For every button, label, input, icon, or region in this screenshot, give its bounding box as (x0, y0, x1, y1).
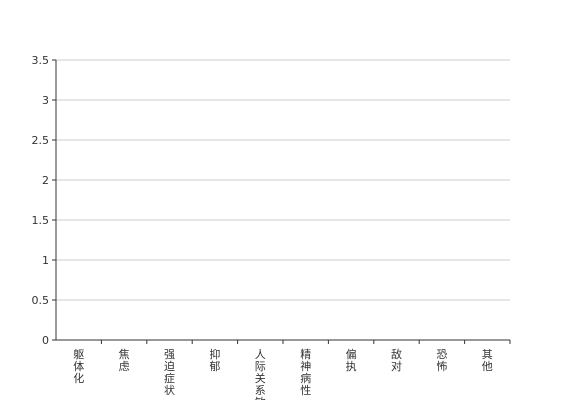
x-tick-label: 恐怖 (436, 348, 447, 373)
y-tick-label: 2.5 (32, 134, 50, 147)
grid-lines (56, 59, 510, 301)
x-tick-label-char: 系 (255, 384, 266, 397)
y-axis-ticks: 0 0.5 1 1.5 2 2.5 3 3.5 (32, 54, 56, 347)
x-tick-label: 偏执 (346, 347, 357, 373)
x-axis-ticks: 躯体化 焦虑 强迫症状 抑郁 人际关系敏感 精神病性 偏执 敌对 恐怖 其他 (73, 340, 511, 404)
y-tick-label: 2 (42, 174, 49, 187)
x-tick-label-char: 病 (300, 371, 311, 385)
x-tick-label-char: 其 (482, 348, 493, 361)
y-tick-label: 1.5 (32, 214, 50, 227)
x-tick-label-char: 躯 (73, 348, 84, 361)
x-tick-label: 精神病性 (300, 348, 311, 397)
x-tick-label-char: 关 (255, 371, 266, 385)
x-tick-label-char: 神 (300, 359, 311, 373)
x-tick-label-char: 偏 (346, 347, 357, 361)
x-tick-label-char: 他 (482, 360, 493, 373)
y-tick-label: 3 (42, 94, 49, 107)
y-tick-label: 3.5 (32, 54, 50, 67)
x-tick-label-char: 对 (391, 359, 402, 373)
y-tick-label: 0 (42, 334, 49, 347)
x-tick-label-char: 恐 (436, 348, 447, 361)
x-tick-label-char: 人 (255, 348, 266, 361)
x-tick-label: 其他 (482, 348, 493, 373)
x-tick-label-char: 敏 (255, 395, 266, 400)
x-tick-label-char: 症 (164, 371, 175, 385)
x-tick-label: 躯体化 (73, 348, 84, 385)
x-tick-label-char: 敌 (391, 347, 402, 361)
x-tick-label: 强迫症状 (164, 348, 175, 397)
x-tick-label: 敌对 (391, 347, 402, 373)
x-tick-label: 抑郁 (209, 347, 220, 373)
y-tick-label: 1 (42, 254, 49, 267)
x-tick-label-char: 郁 (209, 359, 220, 373)
x-tick-label: 焦虑 (119, 348, 130, 373)
axes (55, 60, 510, 341)
x-tick-label-char: 执 (346, 359, 357, 373)
x-tick-label-char: 迫 (164, 359, 175, 373)
x-tick-label-char: 怖 (436, 359, 447, 373)
x-tick-label-char: 际 (255, 360, 266, 373)
x-tick-label-char: 强 (164, 348, 175, 361)
x-tick-label-char: 性 (300, 383, 311, 397)
y-tick-label: 0.5 (32, 294, 50, 307)
x-tick-label: 人际关系敏感 (255, 348, 266, 400)
x-tick-label-char: 精 (300, 348, 311, 361)
x-tick-label-char: 焦 (119, 348, 130, 361)
x-tick-label-char: 体 (73, 359, 84, 373)
x-tick-label-char: 抑 (209, 347, 220, 361)
x-tick-label-char: 虑 (119, 360, 130, 373)
x-tick-label-char: 状 (164, 383, 175, 397)
x-tick-label-char: 化 (73, 371, 84, 385)
